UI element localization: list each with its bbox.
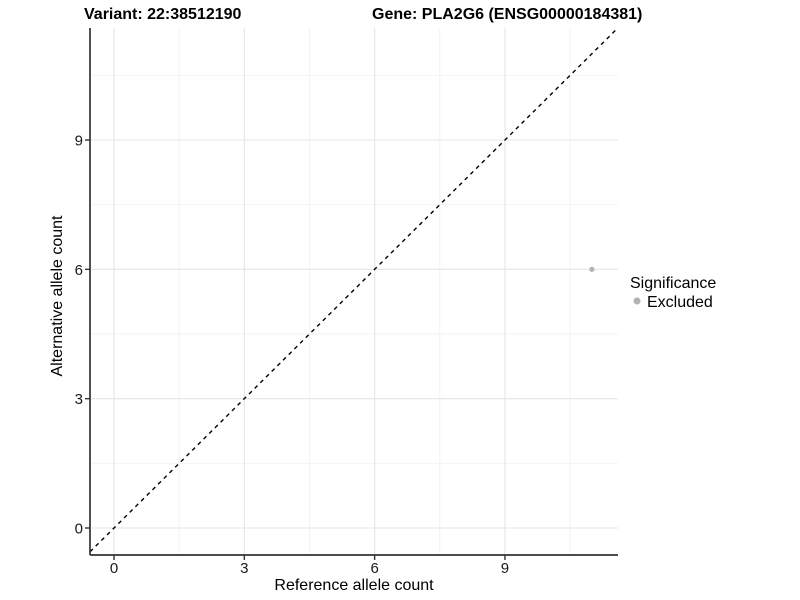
legend-title: Significance: [630, 275, 716, 292]
x-tick-label: 0: [110, 560, 118, 577]
identity-line-layer: [89, 27, 619, 553]
x-tick-label: 9: [501, 560, 509, 577]
plot-title-gene: Gene: PLA2G6 (ENSG00000184381): [372, 6, 642, 23]
data-point: [589, 266, 595, 272]
legend: Significance Excluded: [630, 275, 716, 311]
y-tick-label: 9: [75, 133, 83, 150]
identity-line: [89, 27, 619, 553]
data-points-layer: [589, 266, 595, 272]
plot-title-variant: Variant: 22:38512190: [84, 6, 242, 23]
x-tick-label: 3: [240, 560, 248, 577]
legend-item-excluded: Excluded: [633, 294, 713, 311]
axis-ticks-layer: 0 3 6 9 0 3 6 9: [75, 133, 509, 577]
x-tick-label: 6: [370, 560, 378, 577]
x-axis-title: Reference allele count: [274, 577, 434, 594]
legend-item-label: Excluded: [647, 294, 713, 311]
y-axis-title: Alternative allele count: [49, 215, 66, 377]
y-tick-label: 3: [75, 391, 83, 408]
y-tick-label: 6: [75, 262, 83, 279]
y-tick-label: 0: [75, 521, 83, 538]
gridlines-layer: [90, 28, 618, 555]
legend-point-icon: [633, 297, 641, 305]
